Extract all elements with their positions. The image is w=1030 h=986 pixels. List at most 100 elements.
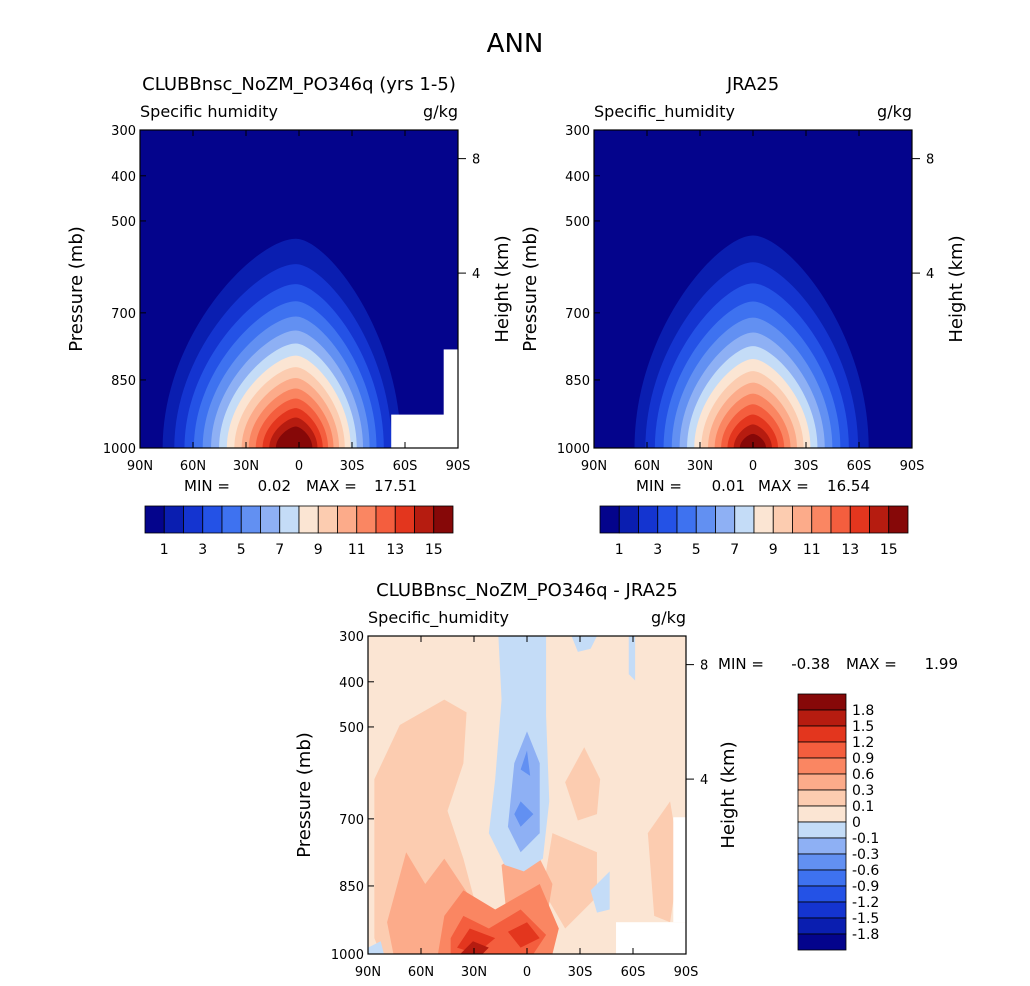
min-value: 0.01 (712, 477, 745, 495)
y2-tick-label: 8 (472, 153, 480, 168)
y-tick-label: 400 (565, 170, 590, 185)
missing-data-region (673, 817, 686, 923)
colorbar-swatch (888, 505, 909, 534)
x-tick-label: 90S (446, 459, 471, 474)
colorbar-swatch (695, 505, 716, 534)
contour-band (507, 731, 540, 853)
colorbar: 1 3 5 7 9 11 13 15 (599, 505, 909, 558)
colorbar-swatch (240, 505, 261, 534)
colorbar-label: 5 (237, 542, 246, 558)
colorbar-swatch (599, 505, 620, 534)
colorbar-label: -0.6 (852, 863, 879, 879)
min-value: 0.02 (258, 477, 291, 495)
colorbar-swatch (317, 505, 338, 534)
max-label: MAX = (306, 477, 357, 495)
x-tick-label: 30S (340, 459, 365, 474)
colorbar-swatch (772, 505, 793, 534)
colorbar-label: -0.1 (852, 831, 879, 847)
units-label: g/kg (877, 102, 912, 121)
colorbar-label: 13 (841, 542, 859, 558)
y2-tick-label: 8 (700, 659, 708, 674)
y-tick-label: 700 (111, 307, 136, 322)
contour-band (628, 636, 636, 681)
y-tick-label: 850 (339, 880, 364, 895)
units-label: g/kg (651, 608, 686, 627)
x-tick-label: 60N (634, 459, 660, 474)
max-label: MAX = (846, 655, 897, 673)
colorbar-swatch (792, 505, 813, 534)
contour-field (594, 130, 912, 448)
y2-axis-label: Height (km) (946, 235, 967, 342)
x-tick-label: 90S (900, 459, 925, 474)
contour-band (647, 801, 680, 923)
colorbar-label: 11 (348, 542, 366, 558)
colorbar-swatch (202, 505, 223, 534)
colorbar-swatch (797, 917, 847, 935)
missing-data-region (616, 922, 686, 954)
colorbar-swatch (797, 901, 847, 919)
y2-axis-label: Height (km) (718, 741, 739, 848)
colorbar-label: 7 (730, 542, 739, 558)
y-tick-label: 1000 (557, 442, 590, 457)
colorbar-label: 3 (198, 542, 207, 558)
colorbar-swatch (298, 505, 319, 534)
colorbar-swatch (797, 741, 847, 759)
panel-observation: JRA25 Specific_humidity g/kg 90N 60N 30N 0 3… (520, 74, 967, 558)
panel-title: CLUBBnsc_NoZM_PO346q - JRA25 (376, 580, 678, 601)
colorbar-label: 3 (653, 542, 662, 558)
contour-band (739, 433, 766, 448)
colorbar-swatch (797, 885, 847, 903)
min-label: MIN = (636, 477, 682, 495)
colorbar-swatch (260, 505, 281, 534)
panel-title: CLUBBnsc_NoZM_PO346q (yrs 1-5) (142, 74, 456, 95)
units-label: g/kg (423, 102, 458, 121)
colorbar-label: 0.6 (852, 767, 874, 783)
y-tick-label: 300 (565, 124, 590, 139)
colorbar-label: 13 (386, 542, 404, 558)
y-tick-label: 700 (565, 307, 590, 322)
contour-band (275, 426, 313, 448)
min-label: MIN = (184, 477, 230, 495)
colorbar-label: 11 (803, 542, 821, 558)
colorbar-label: 9 (314, 542, 323, 558)
colorbar-label: -1.5 (852, 911, 879, 927)
colorbar-label: 15 (425, 542, 443, 558)
x-tick-label: 60S (393, 459, 418, 474)
max-value: 1.99 (925, 655, 958, 673)
colorbar-swatch (356, 505, 377, 534)
variable-label: Specific_humidity (594, 102, 735, 122)
y2-tick-label: 4 (700, 773, 708, 788)
colorbar-label: 15 (880, 542, 898, 558)
x-tick-label: 90S (674, 965, 699, 980)
variable-label: Specific humidity (140, 102, 278, 121)
contour-band (590, 871, 610, 913)
colorbar-swatch (797, 693, 847, 711)
colorbar-label: 7 (275, 542, 284, 558)
y-tick-label: 700 (339, 813, 364, 828)
colorbar-swatch (279, 505, 300, 534)
x-tick-label: 0 (749, 459, 757, 474)
panel-model: CLUBBnsc_NoZM_PO346q (yrs 1-5) Specific … (66, 74, 513, 558)
colorbar-label: 0.1 (852, 799, 874, 815)
colorbar-swatch (414, 505, 435, 534)
x-tick-label: 30N (233, 459, 259, 474)
contour-band (507, 922, 540, 948)
colorbar: 1 3 5 7 9 11 13 15 (144, 505, 454, 558)
y-tick-label: 850 (111, 374, 136, 389)
colorbar-swatch (797, 837, 847, 855)
contour-band (368, 941, 384, 954)
colorbar-swatch (797, 709, 847, 727)
x-tick-label: 30S (794, 459, 819, 474)
y2-tick-label: 4 (472, 267, 480, 282)
max-label: MAX = (758, 477, 809, 495)
y-tick-label: 500 (339, 721, 364, 736)
colorbar-swatch (163, 505, 184, 534)
y-axis-label: Pressure (mb) (294, 732, 315, 858)
max-value: 16.54 (827, 477, 870, 495)
y-tick-label: 400 (339, 676, 364, 691)
colorbar-swatch (811, 505, 832, 534)
min-label: MIN = (718, 655, 764, 673)
contour-field (368, 636, 686, 954)
missing-data-region (443, 349, 458, 417)
